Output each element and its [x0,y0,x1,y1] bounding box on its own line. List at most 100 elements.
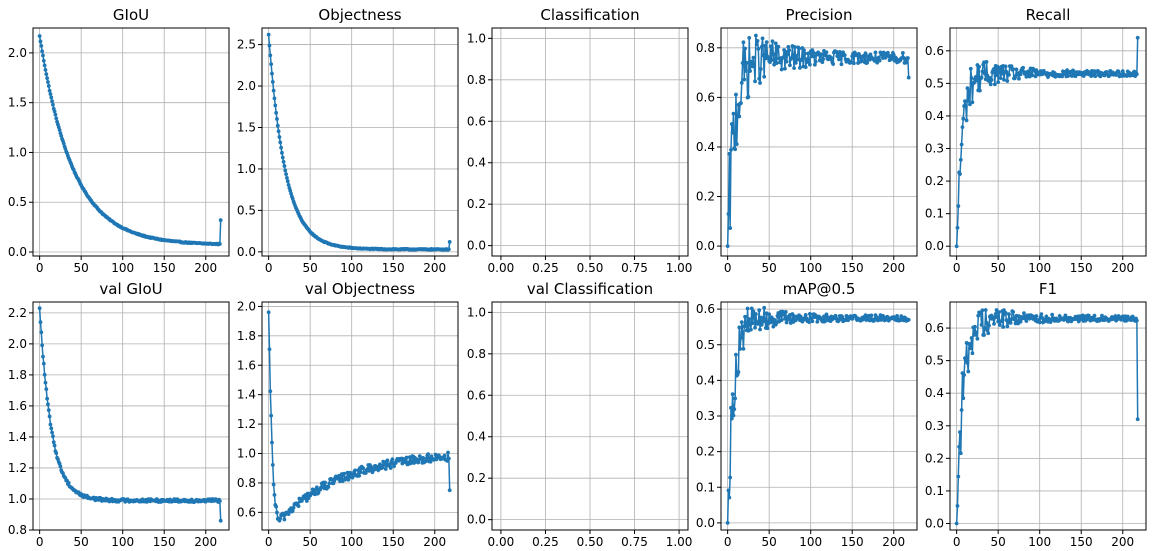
data-point [48,92,53,96]
data-point [993,312,998,316]
data-point [759,322,764,327]
data-point [758,81,762,85]
data-point [1116,69,1121,74]
y-tick-label: 0.3 [925,419,944,433]
data-point [1007,312,1011,317]
data-point [807,311,812,316]
y-tick-label: 0.8 [467,73,486,87]
data-point [267,43,272,48]
data-point [879,318,884,322]
data-point [965,86,970,91]
data-point [1093,74,1098,79]
data-point [961,116,966,121]
y-tick-label: 0.4 [696,373,715,387]
data-point [353,468,357,473]
data-point [967,341,971,346]
data-point [973,75,978,79]
data-point [729,405,733,410]
data-point [1100,313,1104,318]
data-point [807,320,811,325]
data-point [728,226,733,230]
data-point [286,182,291,187]
data-point [778,60,782,65]
x-tick-label: 0 [265,535,273,549]
data-point [979,75,984,80]
y-tick-label: 0.4 [467,156,486,170]
y-tick-label: 2.0 [237,299,256,313]
y-tick-label: 0.2 [696,190,715,204]
data-point [404,455,409,460]
data-point [996,80,1001,85]
y-tick-label: 0.2 [467,197,486,211]
data-point [1002,77,1006,82]
data-point [995,315,1000,319]
data-point [778,313,782,318]
data-point [217,242,222,246]
data-point [289,191,293,196]
y-tick-label: 0.4 [925,109,944,123]
data-point [1007,73,1011,77]
data-point [992,321,996,326]
data-point [274,110,279,115]
data-point [1001,325,1006,329]
data-point [784,59,789,64]
data-point [751,55,756,60]
subplot-title: val Classification [527,280,653,298]
data-point [744,323,748,327]
data-point [737,114,742,119]
x-tick-label: 0.25 [532,535,559,549]
data-point [988,82,993,87]
data-point [979,323,984,327]
y-tick-label: 1.5 [237,120,256,134]
plot-area [33,302,229,530]
data-point [734,92,738,97]
data-point [275,123,280,128]
data-point [1029,70,1034,75]
data-point [59,133,64,138]
data-point [959,142,964,147]
data-point [285,179,290,184]
axes-frame [32,301,230,531]
subplot: 0 50 100 150 200 0.0 0.2 0.4 0.6 0.8 Precision [696,6,918,275]
data-point [37,306,42,311]
x-tick-label: 100 [340,535,363,549]
x-tick-label: 150 [1070,535,1093,549]
data-point [270,71,274,76]
data-point [883,55,888,60]
data-point [741,347,746,351]
data-point [217,499,222,503]
plot-area [950,28,1146,256]
data-point [794,54,799,58]
data-point [743,314,747,319]
data-point [815,319,820,324]
data-point [799,57,804,62]
y-tick-label: 2.0 [237,79,256,93]
data-point [753,33,758,38]
data-point [819,52,824,57]
y-tick-label: 0.0 [237,245,256,259]
subplot-title: Classification [540,6,639,24]
data-point [1135,35,1140,40]
data-point [958,451,963,456]
y-tick-label: 0.5 [8,195,27,209]
data-point [1060,74,1065,79]
x-tick-label: 150 [841,535,864,549]
y-tick-label: 0.0 [925,239,944,253]
y-tick-label: 0.5 [696,338,715,352]
data-point [752,64,757,68]
y-tick-label: 1.4 [237,388,256,402]
data-point [983,308,988,312]
data-point [824,50,829,55]
data-point [974,78,979,83]
data-point [275,117,279,121]
x-tick-label: 200 [882,261,905,275]
data-point [49,426,54,431]
data-point [1022,311,1026,316]
data-point [754,42,759,47]
data-point [446,247,451,252]
data-point [886,50,890,55]
data-point [958,172,962,176]
y-tick-label: 0.6 [237,505,256,519]
data-point [726,488,731,493]
data-point [1134,72,1139,77]
